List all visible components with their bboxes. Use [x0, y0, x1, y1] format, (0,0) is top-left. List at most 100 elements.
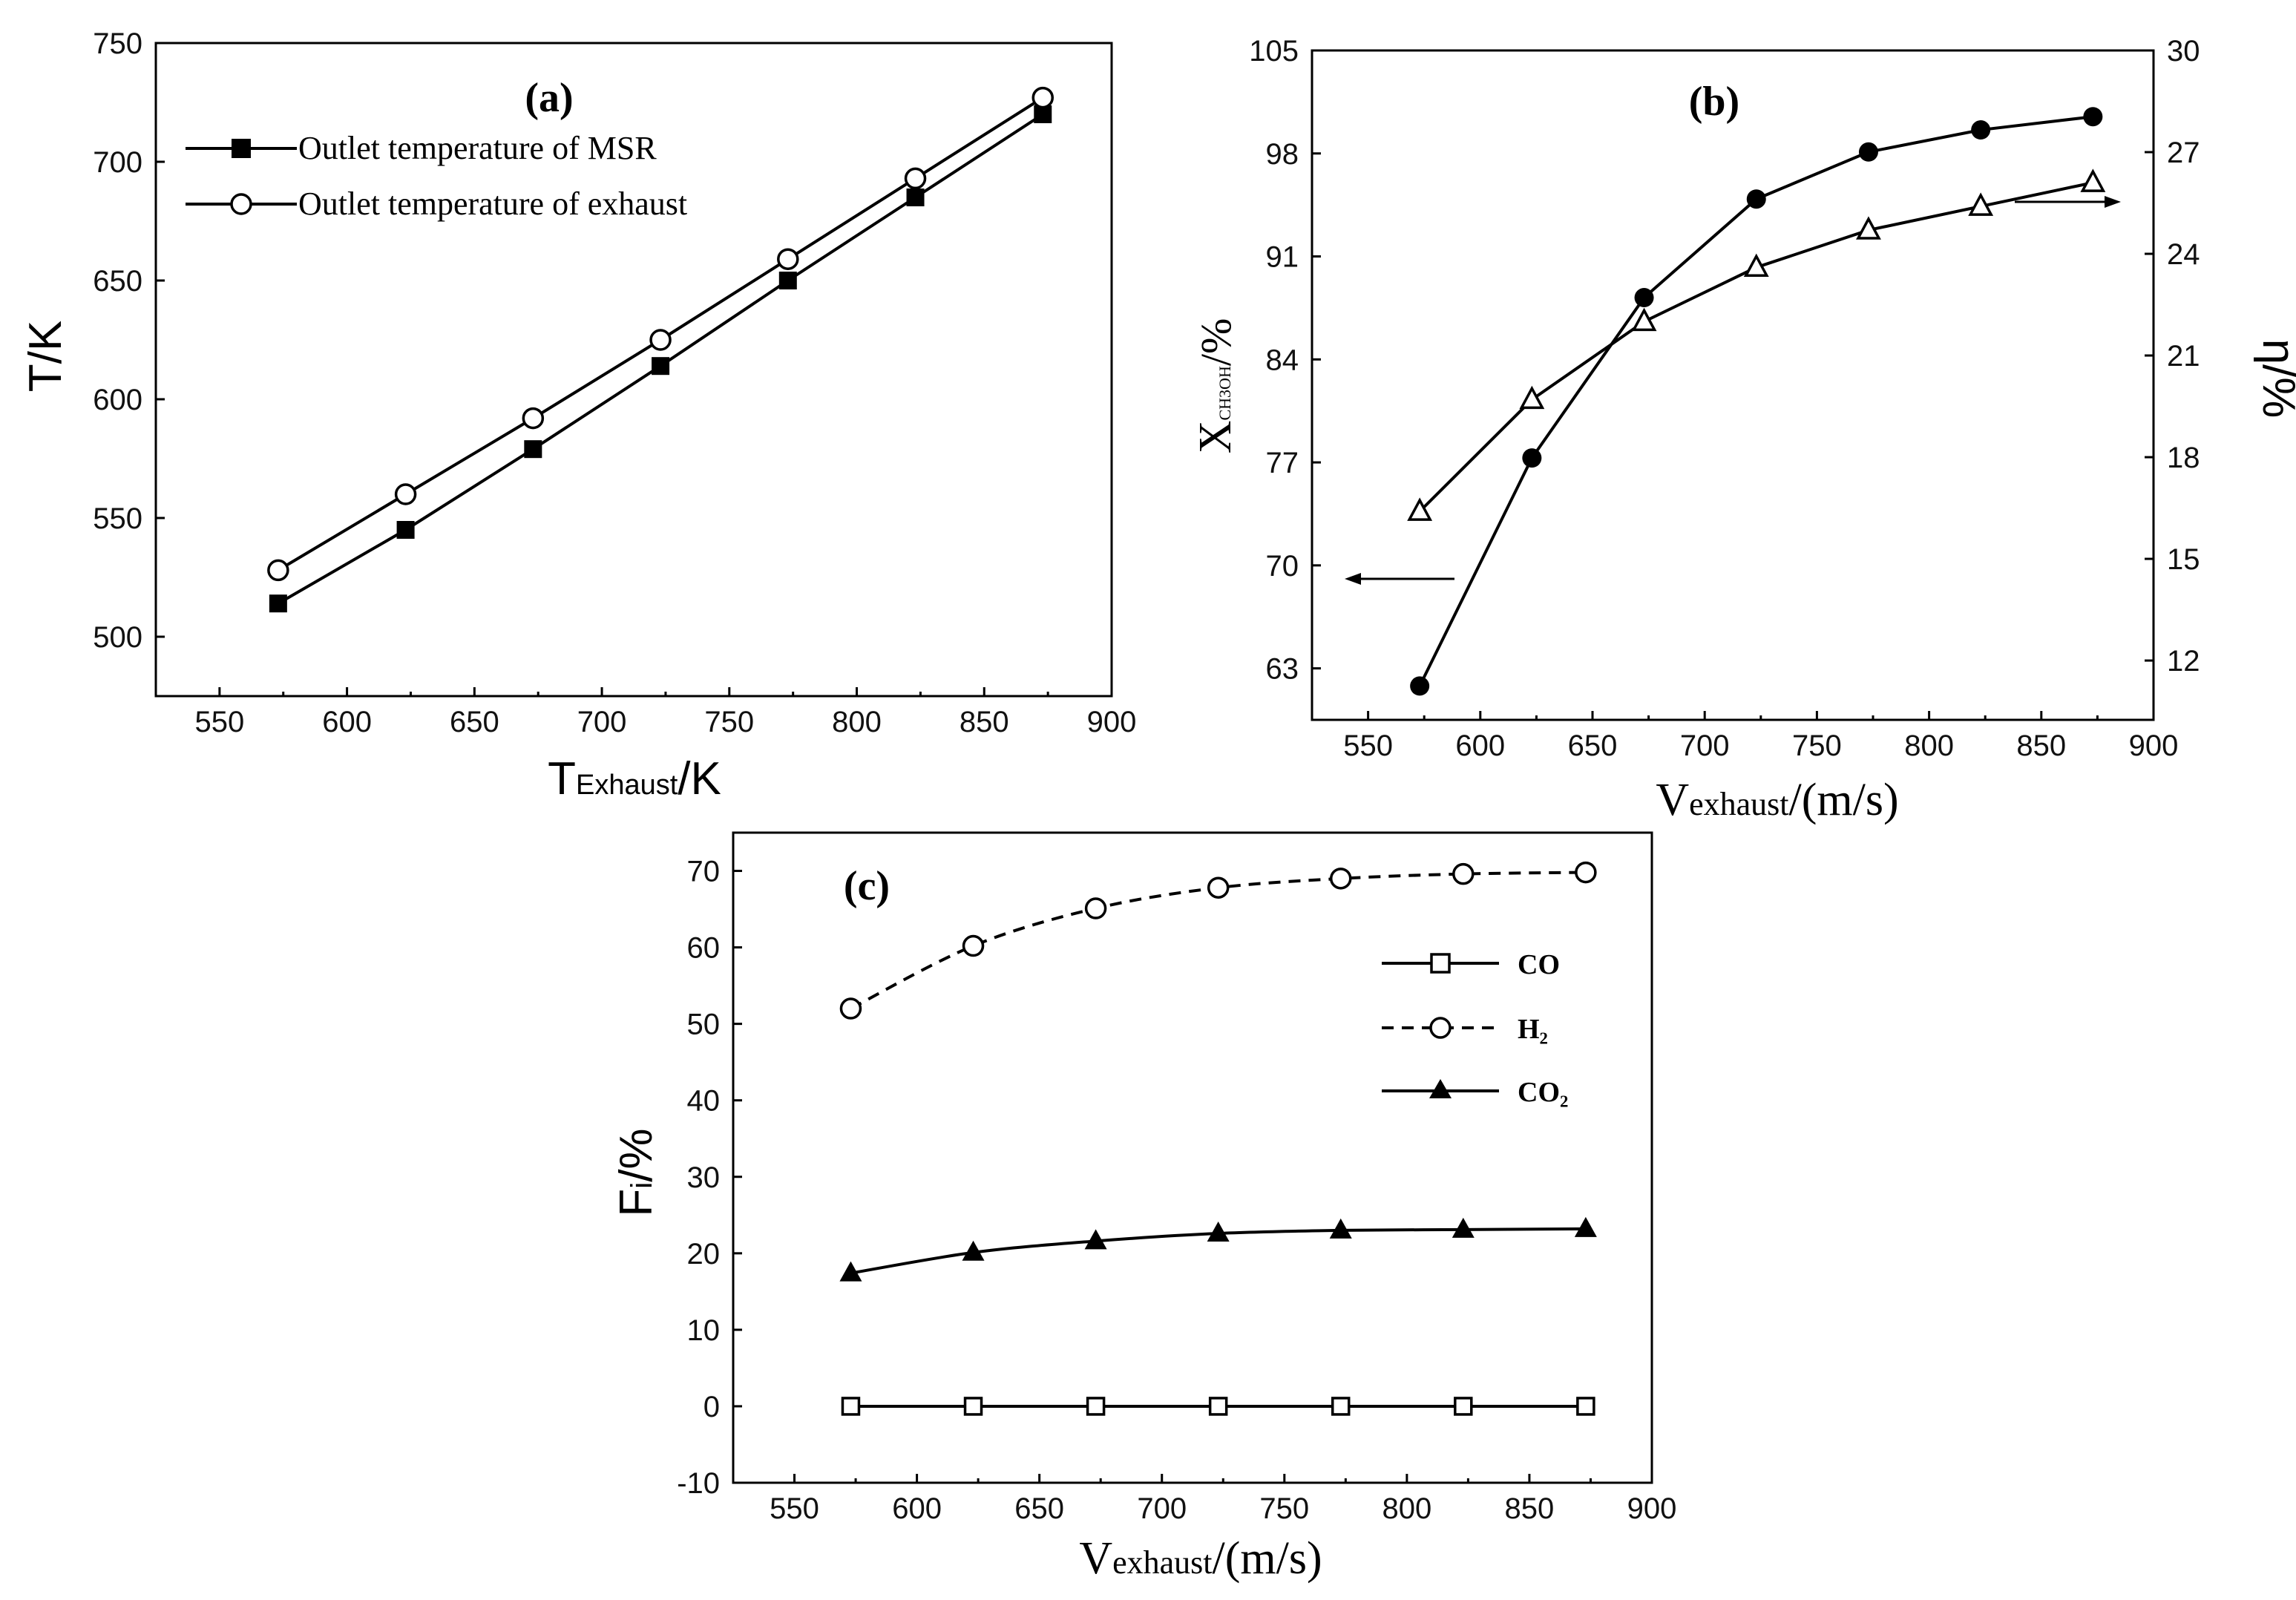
- panel-a-x-tick-label: 750: [704, 706, 754, 738]
- panel-b-y-tick-label: 84: [1266, 344, 1299, 376]
- panel-c-y-tick-label: 0: [703, 1391, 720, 1423]
- data-point-b-x-ch3oh: [1746, 189, 1766, 209]
- panel-b-left-y-axis-label-main: X: [1190, 421, 1241, 454]
- panel-b-label: (b): [1689, 79, 1739, 125]
- panel-c-x-tick-label: 550: [770, 1492, 819, 1525]
- panel-a-y-tick-label: 650: [93, 265, 142, 298]
- panel-b-x-tick-label: 750: [1792, 729, 1842, 762]
- data-point-a-outlet-temperature-of-exhaust: [267, 559, 289, 582]
- panel-c-x-axis-label-main: V: [1079, 1533, 1112, 1584]
- legend-h2-marker: [1429, 1017, 1452, 1039]
- data-point-c-h: [1084, 897, 1107, 919]
- data-point-a-outlet-temperature-of-msr: [652, 357, 670, 376]
- panel-b-y-tick-label: 63: [1266, 653, 1299, 686]
- chart-panel-c: (c) Fi/% Vexhaust/(m/s) CO H₂ CO₂ 550 600…: [611, 831, 1677, 1584]
- panel-c-y-tick-label: 70: [687, 856, 721, 888]
- panel-b-x-axis-label-suffix: /(m/s): [1789, 775, 1899, 825]
- panel-b-x-tick-label: 600: [1455, 729, 1505, 762]
- panel-c-x-tick-label: 700: [1137, 1492, 1187, 1525]
- panel-b-y-tick-label: 105: [1249, 35, 1299, 68]
- panel-b-x-tick-label: 650: [1568, 729, 1618, 762]
- legend-co-marker: [1430, 953, 1451, 974]
- panel-b-left-axis-arrow: [1345, 573, 1454, 585]
- data-point-c-co: [1329, 1218, 1352, 1239]
- panel-b-right-y-tick-label: 12: [2167, 645, 2200, 678]
- panel-a-y-tick-label: 750: [93, 27, 142, 60]
- panel-a-legend: Outlet temperature of MSR Outlet tempera…: [186, 130, 687, 222]
- panel-c-plot-frame: [732, 831, 1653, 1484]
- panel-b-right-y-axis-label: η/%: [2253, 339, 2296, 419]
- legend-msr-marker: [232, 139, 251, 158]
- data-point-a-outlet-temperature-of-exhaust: [649, 329, 672, 351]
- legend-co2-label: CO₂: [1518, 1077, 1568, 1108]
- legend-co2-marker: [1429, 1079, 1452, 1098]
- data-point-a-outlet-temperature-of-exhaust: [904, 167, 927, 190]
- data-point-a-outlet-temperature-of-msr: [396, 521, 415, 539]
- panel-c-x-axis-label-suffix: /(m/s): [1213, 1533, 1322, 1584]
- legend-co-label: CO: [1518, 949, 1560, 980]
- data-point-c-co: [962, 1240, 985, 1261]
- data-point-b-x-ch3oh: [1522, 448, 1542, 468]
- data-point-c-co: [1086, 1397, 1106, 1416]
- panel-c-y-axis-label-sub: i: [626, 1182, 658, 1189]
- legend-exhaust-marker: [230, 193, 252, 215]
- panel-c-y-axis-label-suffix: /%: [611, 1128, 662, 1181]
- data-point-b-x-ch3oh: [1858, 142, 1878, 162]
- panel-a-y-axis-label: T/K: [20, 321, 71, 392]
- data-point-b-: [1519, 385, 1545, 410]
- panel-b-right-y-tick-label: 18: [2167, 442, 2200, 474]
- panel-b-y-tick-label: 77: [1266, 447, 1299, 479]
- panel-c-x-tick-label: 600: [892, 1492, 942, 1525]
- data-point-a-outlet-temperature-of-msr: [906, 188, 925, 206]
- legend-h2-label: H₂: [1518, 1014, 1548, 1045]
- panel-c-y-tick-label: -10: [677, 1467, 720, 1500]
- panel-c-x-axis-label-sub: exhaust: [1112, 1544, 1212, 1581]
- panel-b-right-y-tick-label: 15: [2167, 543, 2200, 576]
- panel-c-y-axis-label-main: F: [611, 1189, 662, 1217]
- data-point-b-x-ch3oh: [1634, 288, 1654, 308]
- panel-a-y-tick-label: 600: [93, 384, 142, 416]
- data-point-b-x-ch3oh: [1971, 120, 1991, 140]
- data-point-b-x-ch3oh: [1410, 676, 1430, 696]
- data-point-a-outlet-temperature-of-msr: [778, 272, 797, 289]
- panel-b-x-tick-label: 900: [2129, 729, 2179, 762]
- series-line-b-: [1418, 181, 2093, 513]
- panel-a-x-axis-label-suffix: /K: [678, 753, 721, 804]
- panel-b-plot-frame: [1311, 49, 2155, 721]
- data-point-c-co: [1574, 1216, 1597, 1237]
- panel-c-y-tick-label: 20: [687, 1238, 721, 1271]
- data-point-c-co: [841, 1397, 861, 1416]
- data-point-c-h: [1207, 876, 1230, 899]
- panel-c-label: (c): [844, 863, 890, 909]
- chart-panel-b: (b) XCH3OH/% η/% Vexhaust/(m/s) 550 600 65…: [1190, 35, 2296, 825]
- panel-c-y-tick-label: 60: [687, 932, 721, 965]
- data-point-b-: [1631, 307, 1657, 332]
- data-point-a-outlet-temperature-of-exhaust: [522, 407, 545, 430]
- data-point-c-h: [1575, 861, 1597, 884]
- data-point-c-h: [1452, 862, 1475, 885]
- panel-a-y-tick-label: 500: [93, 621, 142, 654]
- panel-b-right-y-tick-label: 21: [2167, 340, 2200, 373]
- panel-b-y-tick-label: 91: [1266, 241, 1299, 274]
- panel-b-right-axis-arrow: [2015, 196, 2121, 208]
- panel-a-x-tick-label: 850: [960, 706, 1009, 738]
- data-point-c-co: [1207, 1222, 1230, 1242]
- panel-b-y-tick-label: 70: [1266, 550, 1299, 583]
- panel-a-x-tick-label: 650: [450, 706, 499, 738]
- right-arrow-head: [2105, 196, 2121, 208]
- data-point-c-co: [839, 1261, 862, 1282]
- left-arrow-head: [1345, 573, 1361, 585]
- panel-a-y-tick-label: 700: [93, 146, 142, 179]
- legend-exhaust-label: Outlet temperature of exhaust: [298, 186, 687, 222]
- panel-c-x-tick-label: 900: [1627, 1492, 1677, 1525]
- panel-c-x-axis-label: Vexhaust/(m/s): [1079, 1533, 1322, 1584]
- panel-c-y-tick-label: 10: [687, 1314, 721, 1347]
- panel-a-x-tick-label: 550: [194, 706, 244, 738]
- panel-c-legend: CO H₂ CO₂: [1382, 949, 1568, 1108]
- data-point-a-outlet-temperature-of-msr: [524, 440, 542, 459]
- data-point-c-co: [1084, 1229, 1107, 1250]
- data-point-a-outlet-temperature-of-exhaust: [777, 248, 799, 270]
- data-point-c-co: [1331, 1397, 1351, 1416]
- data-point-c-co: [1576, 1397, 1595, 1416]
- data-point-c-co: [1454, 1397, 1473, 1416]
